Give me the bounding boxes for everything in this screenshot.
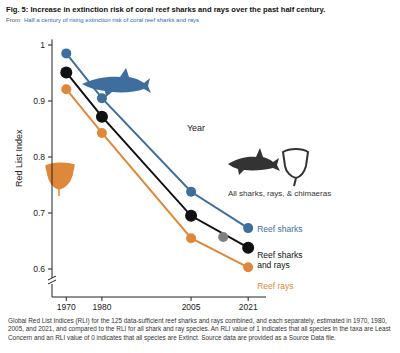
point — [97, 128, 107, 138]
point — [185, 210, 197, 222]
y-tick — [48, 157, 52, 158]
y-tick — [48, 213, 52, 214]
y-tick — [48, 269, 52, 270]
point — [96, 111, 108, 123]
caption: Global Red List Indices (RLI) for the 12… — [8, 317, 394, 342]
point — [186, 233, 196, 243]
y-axis-line — [52, 39, 53, 278]
label-line: and rays — [257, 260, 290, 270]
x-tick-label: 2021 — [239, 302, 258, 312]
x-tick — [101, 297, 102, 301]
y-tick — [48, 101, 52, 102]
point — [60, 66, 72, 78]
ray-icon — [46, 163, 74, 196]
page: Fig. 5: Increase in extinction risk of c… — [0, 0, 400, 353]
axes: 0.6 0.7 0.8 0.9 1 1970 1980 2005 2021 — [33, 39, 266, 312]
series-line — [66, 72, 248, 247]
x-tick-label: 1970 — [57, 302, 76, 312]
series-label: Reef sharksand rays — [257, 250, 302, 270]
title: Fig. 5: Increase in extinction risk of c… — [6, 5, 325, 14]
y-axis-label: Red List Index — [14, 129, 24, 187]
y-tick — [48, 45, 52, 46]
axis-break — [48, 276, 56, 280]
series-labels: Reef sharksReef sharksand raysReef raysA… — [228, 189, 331, 291]
plot-area — [60, 48, 254, 272]
y-tick-label: 0.9 — [33, 96, 45, 106]
source-link: Half a century of rising extinction risk… — [24, 17, 199, 23]
series-label: Reef sharks — [257, 224, 302, 234]
x-tick — [66, 297, 67, 301]
point — [61, 84, 71, 94]
point — [61, 48, 71, 58]
from-label: From: — [6, 17, 22, 23]
point — [243, 223, 253, 233]
y-tick-label: 1 — [40, 40, 45, 50]
axis-break — [48, 280, 56, 284]
series-label: Reef rays — [257, 281, 293, 291]
point — [242, 242, 254, 254]
y-axis-line-lower — [52, 284, 53, 297]
x-tick-label: 1980 — [92, 302, 111, 312]
point — [186, 187, 196, 197]
y-tick-label: 0.7 — [33, 208, 45, 218]
x-tick-label: 2005 — [182, 302, 201, 312]
x-tick — [248, 297, 249, 301]
x-axis-line — [52, 297, 266, 298]
y-tick-label: 0.6 — [33, 264, 45, 274]
shark-icon — [82, 68, 151, 97]
series-label: All sharks, rays, & chimaeras — [228, 189, 331, 198]
point — [97, 93, 107, 103]
y-tick-label: 0.8 — [33, 152, 45, 162]
point — [218, 232, 228, 242]
x-tick — [191, 297, 192, 301]
shark-icon-black — [228, 148, 280, 175]
series-line — [66, 89, 248, 267]
ray-icon-black — [283, 149, 308, 186]
series-line — [66, 53, 248, 228]
point — [243, 262, 253, 272]
chart-svg: Fig. 5: Increase in extinction risk of c… — [0, 0, 400, 353]
label-line: Reef sharks — [257, 250, 302, 260]
x-axis-label: Year — [187, 123, 205, 133]
